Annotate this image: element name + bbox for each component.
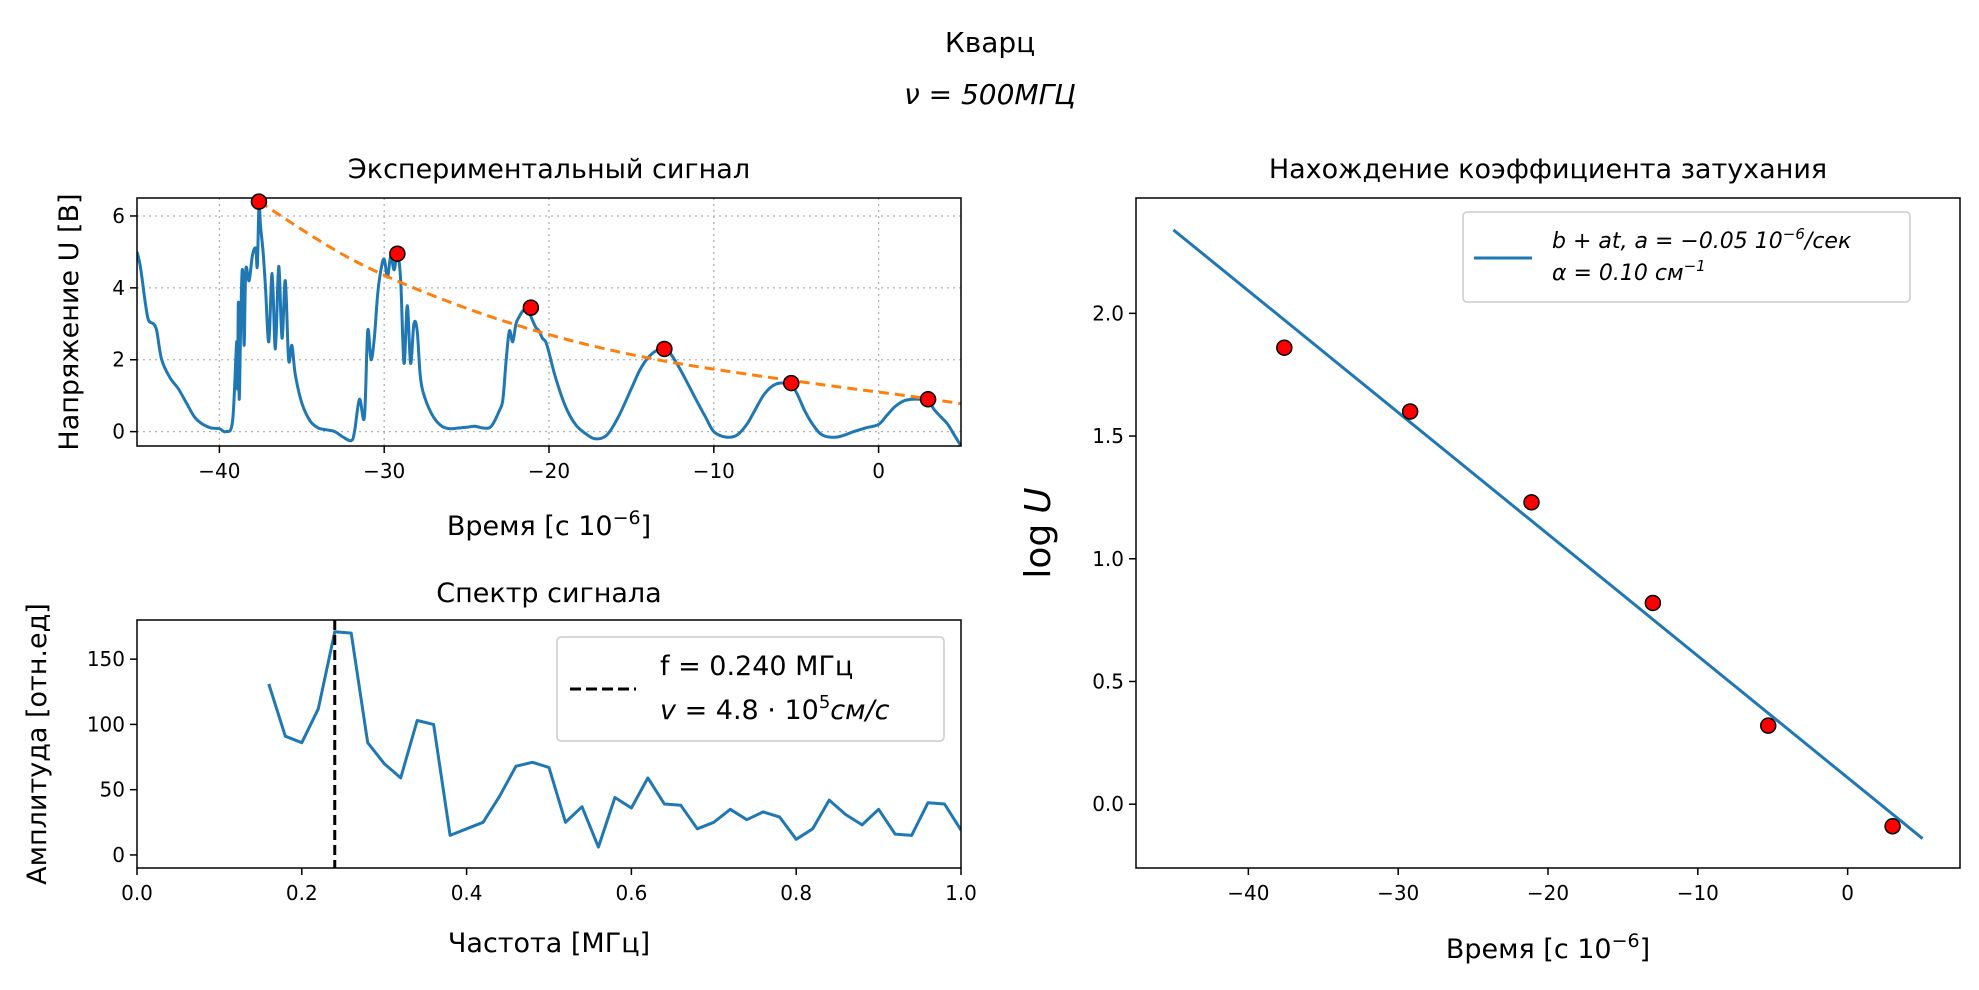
decay-ticks: −40 −30 −20 −10 0 0.0 0.5 1.0 1.5 2.0	[1092, 301, 1854, 905]
spectrum-legend-box	[556, 636, 945, 742]
spectrum-panel: Спектр сигнала 0.0 0.2 0.4 0.6 0.8 1.0 0 50 100 1…	[22, 578, 977, 959]
signal-peak-point	[783, 374, 800, 392]
decay-xtick-label: −30	[1377, 881, 1419, 905]
signal-xtick-label: −30	[363, 459, 405, 483]
decay-data-point	[1644, 594, 1662, 612]
spectrum-legend-line2: v = 4.8 · 105см/с	[660, 692, 890, 726]
decay-legend-line2: α = 0.10 см−1	[1552, 257, 1706, 286]
decay-ytick-label: 0.5	[1092, 669, 1124, 693]
spectrum-xlabel: Частота [МГц]	[448, 928, 650, 959]
decay-plot-area	[1172, 228, 1924, 840]
signal-plot-area	[137, 200, 961, 446]
signal-ytick-label: 0	[112, 420, 125, 444]
spectrum-xtick-label: 0.8	[780, 881, 812, 905]
signal-ytick-label: 4	[112, 276, 125, 300]
decay-ytick-label: 1.5	[1092, 424, 1124, 448]
signal-peak-point	[389, 245, 406, 262]
spectrum-ytick-label: 100	[87, 712, 125, 736]
signal-xlabel: Время [с 10−6]	[447, 507, 651, 542]
decay-legend-line1: b + at, a = −0.05 10−6/сек	[1552, 225, 1852, 254]
spectrum-frame	[136, 619, 962, 869]
spectrum-ytick-label: 150	[87, 647, 125, 671]
signal-peak-point	[250, 193, 268, 210]
signal-xtick-label: 0	[872, 459, 885, 483]
signal-xtick-label: −40	[198, 459, 240, 483]
spectrum-plot-area	[267, 620, 961, 868]
signal-peak-point	[522, 299, 540, 316]
decay-data-point	[1884, 818, 1901, 835]
decay-ylabel: logU	[1018, 487, 1059, 578]
figure-subtitle: ν = 500МГЦ	[904, 78, 1076, 111]
decay-xtick-label: −10	[1677, 881, 1719, 905]
decay-data-point	[1401, 403, 1419, 420]
decay-fit-line	[1172, 228, 1924, 840]
decay-data-point	[1276, 339, 1293, 356]
signal-series-line	[137, 202, 961, 446]
signal-peak-point	[919, 391, 937, 408]
decay-data-point	[1523, 494, 1540, 511]
spectrum-legend: f = 0.240 МГц v = 4.8 · 105см/с	[556, 636, 945, 742]
signal-title: Экспериментальный сигнал	[348, 154, 750, 185]
decay-xtick-label: −40	[1227, 881, 1269, 905]
spectrum-ytick-label: 0	[112, 843, 125, 867]
spectrum-ticks: 0.0 0.2 0.4 0.6 0.8 1.0 0 50 100 150	[87, 647, 977, 905]
decay-ytick-label: 2.0	[1092, 301, 1124, 325]
spectrum-ylabel: Амплитуда [отн.ед]	[22, 603, 53, 885]
signal-xtick-label: −10	[693, 459, 735, 483]
signal-fit-curve	[258, 200, 961, 406]
decay-legend-box	[1462, 211, 1911, 303]
decay-ytick-label: 1.0	[1092, 547, 1124, 571]
decay-xlabel: Время [с 10−6]	[1446, 930, 1650, 965]
decay-panel: Нахождение коэффициента затухания −40 −30…	[1018, 154, 1961, 965]
signal-xtick-label: −20	[528, 459, 570, 483]
spectrum-xtick-label: 0.4	[451, 881, 483, 905]
figure-title: Кварц	[945, 26, 1035, 59]
spectrum-xtick-label: 0.6	[615, 881, 647, 905]
decay-title: Нахождение коэффициента затухания	[1269, 154, 1827, 185]
signal-panel: Экспериментальный сигнал −40 −30 −20 −10 0 0 2…	[54, 154, 962, 542]
signal-ytick-label: 2	[112, 348, 125, 372]
spectrum-title: Спектр сигнала	[436, 578, 661, 609]
decay-xtick-label: −20	[1527, 881, 1569, 905]
spectrum-ytick-label: 50	[100, 778, 125, 802]
decay-legend: b + at, a = −0.05 10−6/сек α = 0.10 см−1	[1462, 211, 1911, 303]
decay-data-point	[1759, 717, 1777, 734]
spectrum-series-line	[267, 630, 961, 849]
spectrum-xtick-label: 1.0	[945, 881, 977, 905]
spectrum-legend-line1: f = 0.240 МГц	[660, 651, 853, 682]
signal-ticks: −40 −30 −20 −10 0 0 2 4 6	[112, 204, 885, 483]
signal-peak-point	[656, 340, 673, 358]
decay-ytick-label: 0.0	[1092, 792, 1124, 816]
signal-ylabel: Напряжение U [В]	[54, 193, 85, 450]
spectrum-xtick-label: 0.2	[286, 881, 318, 905]
signal-ytick-label: 6	[112, 204, 125, 228]
spectrum-xtick-label: 0.0	[121, 881, 153, 905]
decay-xtick-label: 0	[1841, 881, 1854, 905]
